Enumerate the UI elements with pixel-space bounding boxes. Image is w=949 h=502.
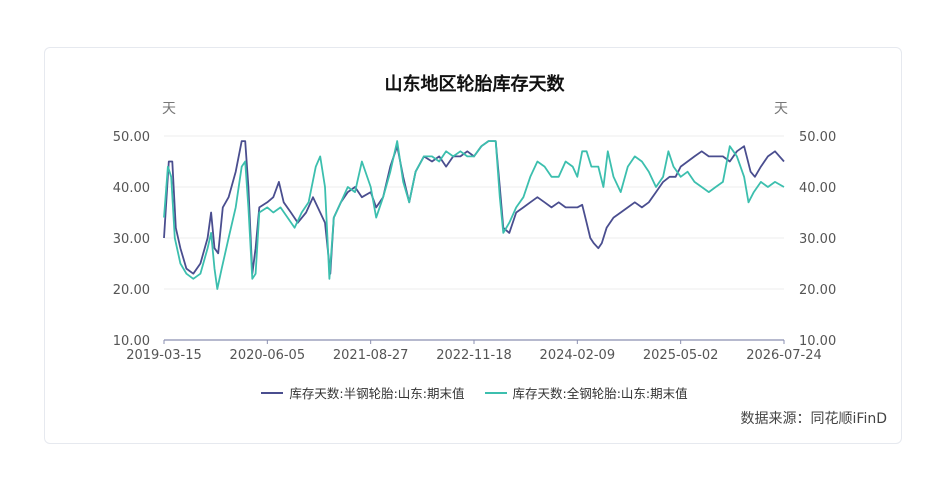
left-y-axis: 10.00 20.00 30.00 40.00 50.00 <box>113 130 150 349</box>
legend-item-semi[interactable]: 库存天数:半钢轮胎:山东:期末值 <box>261 383 465 402</box>
x-tick-label: 2020-06-05 <box>230 348 306 363</box>
legend-label-full: 库存天数:全钢轮胎:山东:期末值 <box>512 386 688 401</box>
legend-swatch-semi <box>261 391 284 394</box>
y-tick-label-left: 20.00 <box>113 283 150 298</box>
y-tick-label-right: 20.00 <box>799 283 836 298</box>
y-tick-label-left: 30.00 <box>113 232 150 247</box>
y-tick-label-right: 10.00 <box>799 334 836 349</box>
y-tick-label-right: 30.00 <box>799 232 836 247</box>
data-source: 数据来源：同花顺iFinD <box>740 411 887 427</box>
grid-lines <box>164 135 784 290</box>
y-tick-label-right: 50.00 <box>799 130 836 145</box>
y-tick-label-left: 50.00 <box>113 130 150 145</box>
x-tick-label: 2024-02-09 <box>540 348 616 363</box>
y-tick-label-left: 40.00 <box>113 181 150 196</box>
x-tick-label: 2021-08-27 <box>333 348 409 363</box>
x-axis: 2019-03-15 2020-06-05 2021-08-27 2022-11-18… <box>126 339 822 363</box>
chart-card <box>44 47 902 444</box>
legend-swatch-full <box>484 391 507 394</box>
x-tick-label: 2022-11-18 <box>436 348 512 363</box>
y-tick-label-left: 10.00 <box>113 334 150 349</box>
chart-title: 山东地区轮胎库存天数 <box>384 74 565 95</box>
legend: 库存天数:半钢轮胎:山东:期末值 库存天数:全钢轮胎:山东:期末值 <box>0 383 949 402</box>
right-y-axis: 10.00 20.00 30.00 40.00 50.00 <box>799 130 836 349</box>
legend-item-full[interactable]: 库存天数:全钢轮胎:山东:期末值 <box>484 383 688 402</box>
left-unit-label: 天 <box>162 101 176 117</box>
series-line-all-steel <box>163 140 785 290</box>
legend-label-semi: 库存天数:半钢轮胎:山东:期末值 <box>289 386 465 401</box>
x-tick-label: 2019-03-15 <box>126 348 202 363</box>
right-unit-label: 天 <box>774 101 788 117</box>
x-tick-label: 2026-07-24 <box>746 348 822 363</box>
y-tick-label-right: 40.00 <box>799 181 836 196</box>
series-lines <box>163 140 785 290</box>
x-tick-label: 2025-05-02 <box>643 348 719 363</box>
